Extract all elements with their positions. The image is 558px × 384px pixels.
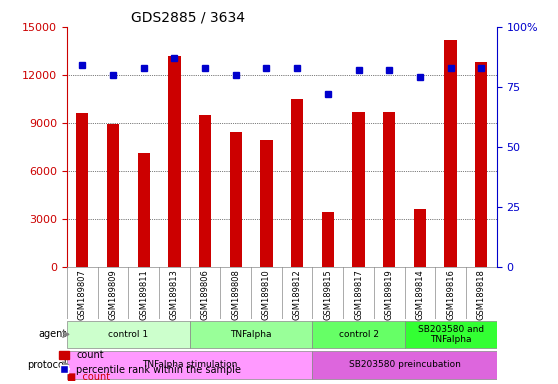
- Bar: [414, 209, 426, 267]
- Text: GSM189814: GSM189814: [415, 270, 425, 320]
- Text: GSM189815: GSM189815: [323, 270, 333, 320]
- Bar: [321, 212, 334, 267]
- Text: GSM189810: GSM189810: [262, 270, 271, 320]
- Bar: [445, 40, 457, 267]
- Bar: [230, 132, 242, 267]
- Text: GSM189813: GSM189813: [170, 270, 179, 320]
- Text: protocol: protocol: [27, 360, 67, 370]
- Text: GSM189808: GSM189808: [231, 270, 240, 320]
- Bar: [383, 112, 396, 267]
- Bar: [353, 112, 365, 267]
- Text: control 1: control 1: [108, 330, 148, 339]
- Text: TNFalpha stimulation: TNFalpha stimulation: [142, 361, 237, 369]
- FancyBboxPatch shape: [312, 351, 497, 379]
- Text: control 2: control 2: [339, 330, 378, 339]
- Bar: [107, 124, 119, 267]
- Text: GSM189807: GSM189807: [78, 270, 87, 320]
- FancyBboxPatch shape: [312, 321, 405, 348]
- Text: GSM189811: GSM189811: [139, 270, 148, 320]
- Text: ■  count: ■ count: [67, 372, 110, 382]
- Text: GSM189809: GSM189809: [108, 270, 118, 320]
- Text: GSM189818: GSM189818: [477, 270, 486, 320]
- Text: GSM189817: GSM189817: [354, 270, 363, 320]
- FancyBboxPatch shape: [67, 321, 190, 348]
- Bar: [169, 56, 181, 267]
- FancyBboxPatch shape: [67, 351, 312, 379]
- FancyBboxPatch shape: [405, 321, 497, 348]
- Bar: [76, 113, 88, 267]
- FancyBboxPatch shape: [190, 321, 312, 348]
- Text: SB203580 and
TNFalpha: SB203580 and TNFalpha: [417, 324, 484, 344]
- Bar: [475, 62, 488, 267]
- Bar: [199, 115, 211, 267]
- Text: SB203580 preincubation: SB203580 preincubation: [349, 361, 460, 369]
- Bar: [260, 141, 273, 267]
- Text: GDS2885 / 3634: GDS2885 / 3634: [132, 10, 246, 24]
- Legend: count, percentile rank within the sample: count, percentile rank within the sample: [55, 346, 246, 379]
- Text: GSM189812: GSM189812: [292, 270, 302, 320]
- Bar: [291, 99, 304, 267]
- Text: GSM189819: GSM189819: [384, 270, 394, 320]
- Text: GSM189806: GSM189806: [200, 270, 210, 320]
- Bar: [137, 153, 150, 267]
- Text: TNFalpha: TNFalpha: [230, 330, 272, 339]
- Text: agent: agent: [39, 329, 67, 339]
- Text: GSM189816: GSM189816: [446, 270, 455, 320]
